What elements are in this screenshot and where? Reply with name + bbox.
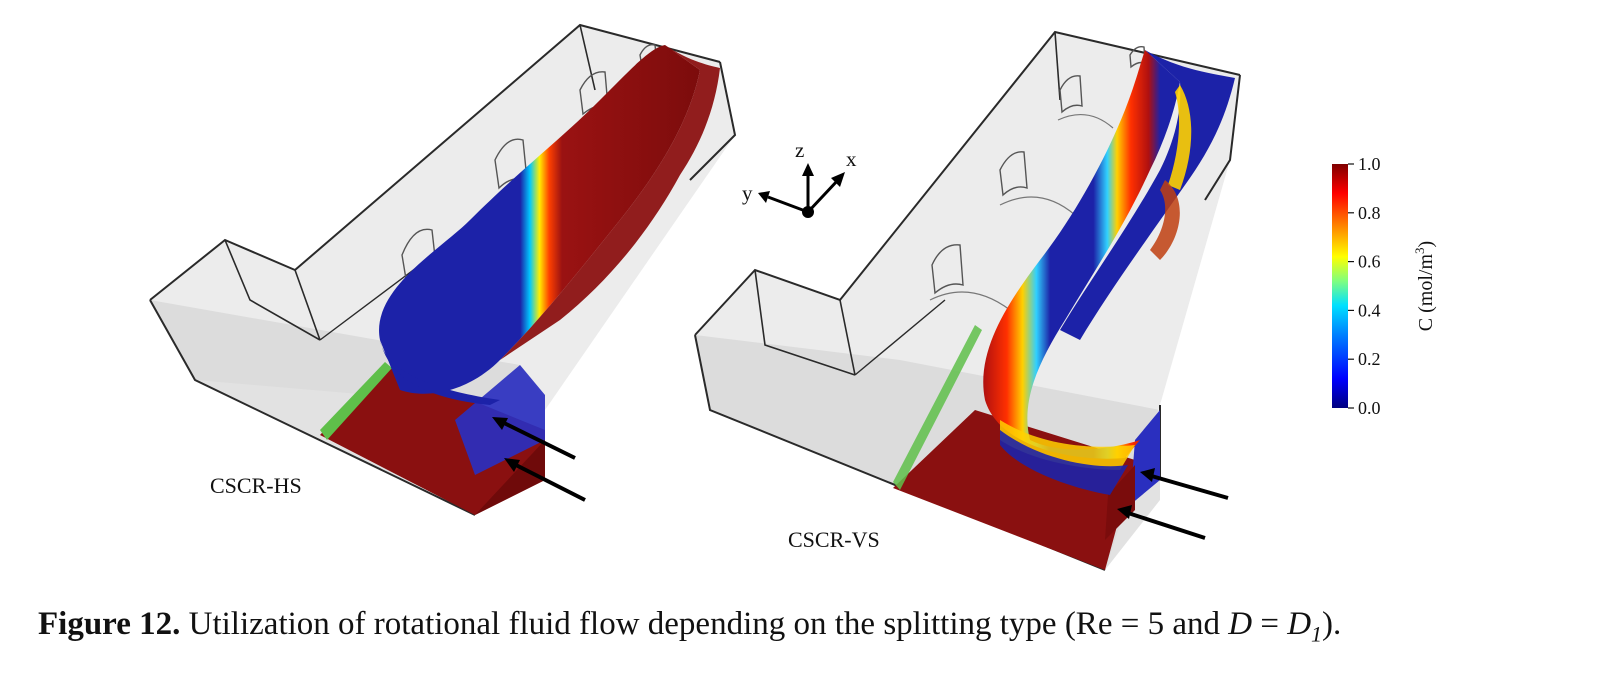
inlet-arrows-hs — [492, 417, 586, 502]
axis-label-y: y — [742, 181, 753, 205]
axis-label-z: z — [795, 138, 804, 162]
figure-panels: CSCR-HS z x y — [149, 23, 1437, 571]
caption-subscript: 1 — [1311, 621, 1323, 647]
colorbar-ticks: 0.0 0.2 0.4 0.6 0.8 1.0 — [1348, 154, 1381, 418]
colorbar-tick-label: 1.0 — [1358, 154, 1381, 174]
colorbar-gradient — [1332, 164, 1348, 408]
figure-caption: Figure 12. Utilization of rotational flu… — [38, 606, 1598, 648]
caption-text: Utilization of rotational fluid flow dep… — [180, 606, 1229, 642]
caption-label: Figure 12. — [38, 606, 181, 642]
caption-var-d: D — [1228, 606, 1253, 642]
axis-label-x: x — [846, 147, 857, 171]
concentration-surface-hs — [320, 45, 720, 515]
colorbar-tick-label: 0.2 — [1358, 349, 1381, 369]
panel-label-vs: CSCR-VS — [788, 527, 880, 552]
panel-cscr-vs: CSCR-VS — [694, 30, 1241, 571]
axes-triad: z x y — [742, 138, 857, 218]
caption-var-d1: D — [1287, 606, 1312, 642]
inlet-arrows-vs — [1117, 468, 1229, 540]
colorbar-title: C (mol/m3) — [1412, 241, 1437, 331]
colorbar: 0.0 0.2 0.4 0.6 0.8 1.0 C (mol/m3) — [1332, 154, 1437, 418]
colorbar-tick-label: 0.0 — [1358, 398, 1381, 418]
colorbar-tick-label: 0.4 — [1358, 300, 1381, 320]
caption-end: ). — [1322, 606, 1342, 642]
colorbar-tick-label: 0.6 — [1358, 252, 1381, 272]
panel-label-hs: CSCR-HS — [210, 473, 302, 498]
caption-equals: = — [1252, 606, 1288, 642]
concentration-surface-vs — [893, 50, 1235, 570]
panel-cscr-hs: CSCR-HS — [149, 23, 737, 516]
colorbar-tick-label: 0.8 — [1358, 203, 1381, 223]
